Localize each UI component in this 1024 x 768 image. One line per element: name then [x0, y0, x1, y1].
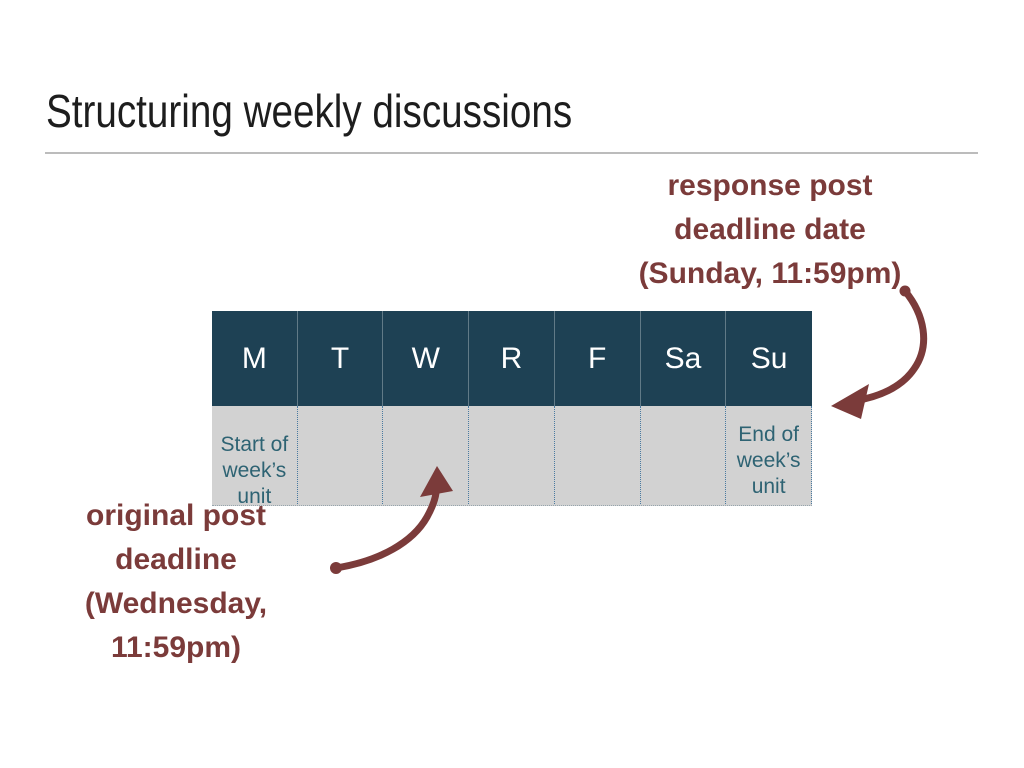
day-header-tuesday: T [298, 311, 384, 406]
empty-cell [298, 406, 384, 505]
day-header-sunday: Su [750, 341, 788, 375]
week-table: M T W R F Sa Su Start of week’s unit End… [212, 311, 812, 506]
curved-arrow-response-to-sunday-icon [831, 285, 928, 419]
empty-cell [383, 406, 470, 505]
response-post-deadline-note: response post deadline date (Sunday, 11:… [590, 164, 950, 296]
title-divider [45, 152, 978, 154]
day-header-saturday: Sa [641, 311, 727, 406]
original-post-deadline-note: original post deadline (Wednesday, 11:59… [26, 494, 326, 670]
note-line: (Sunday, 11:59pm) [638, 257, 902, 290]
day-header-wednesday: W [383, 311, 470, 406]
start-of-week-cell: Start of week’s unit [212, 406, 298, 505]
empty-cell [469, 406, 555, 505]
empty-cell [641, 406, 727, 505]
note-line: 11:59pm) [110, 631, 242, 664]
week-table-body-row: Start of week’s unit End of week’s unit [212, 406, 812, 506]
day-header-friday: F [555, 311, 641, 406]
slide-title: Structuring weekly discussions [46, 85, 573, 137]
note-line: deadline [115, 543, 237, 576]
end-of-week-cell: End of week’s unit [726, 406, 812, 505]
empty-cell [555, 406, 641, 505]
note-line: response post [667, 169, 873, 202]
day-header-thursday: R [469, 311, 555, 406]
note-line: (Wednesday, [84, 587, 268, 620]
week-table-header-row: M T W R F Sa Su [212, 311, 812, 406]
note-line: deadline date [674, 213, 866, 246]
day-header-monday: M [212, 311, 298, 406]
